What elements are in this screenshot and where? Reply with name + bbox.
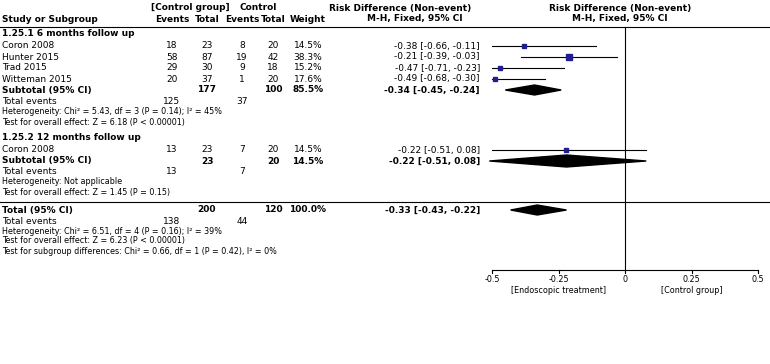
- Text: Coron 2008: Coron 2008: [2, 41, 54, 51]
- Text: Total: Total: [195, 15, 219, 24]
- Text: 18: 18: [267, 63, 279, 72]
- Text: -0.38 [-0.66, -0.11]: -0.38 [-0.66, -0.11]: [394, 41, 480, 51]
- Text: -0.22 [-0.51, 0.08]: -0.22 [-0.51, 0.08]: [389, 157, 480, 166]
- Text: 100: 100: [264, 86, 283, 95]
- Text: 42: 42: [267, 52, 279, 62]
- Text: -0.5: -0.5: [484, 275, 500, 284]
- Text: 37: 37: [201, 75, 213, 83]
- Text: Total: Total: [260, 15, 286, 24]
- Text: -0.34 [-0.45, -0.24]: -0.34 [-0.45, -0.24]: [384, 86, 480, 95]
- Text: M-H, Fixed, 95% CI: M-H, Fixed, 95% CI: [367, 15, 463, 24]
- Text: Study or Subgroup: Study or Subgroup: [2, 15, 98, 24]
- Text: 23: 23: [201, 157, 213, 166]
- Text: -0.25: -0.25: [548, 275, 569, 284]
- Text: 23: 23: [201, 41, 213, 51]
- Text: 20: 20: [267, 146, 279, 154]
- Text: 87: 87: [201, 52, 213, 62]
- Text: 44: 44: [236, 217, 248, 226]
- Text: 1: 1: [239, 75, 245, 83]
- Text: 200: 200: [198, 206, 216, 214]
- Text: 125: 125: [163, 98, 180, 107]
- Polygon shape: [490, 155, 646, 167]
- Text: Events: Events: [155, 15, 189, 24]
- Text: Heterogeneity: Chi² = 6.51, df = 4 (P = 0.16); I² = 39%: Heterogeneity: Chi² = 6.51, df = 4 (P = …: [2, 226, 222, 236]
- Text: 23: 23: [201, 146, 213, 154]
- Text: Coron 2008: Coron 2008: [2, 146, 54, 154]
- Text: M-H, Fixed, 95% CI: M-H, Fixed, 95% CI: [572, 15, 668, 24]
- Text: Total events: Total events: [2, 167, 57, 177]
- Text: 19: 19: [236, 52, 248, 62]
- Text: -0.33 [-0.43, -0.22]: -0.33 [-0.43, -0.22]: [385, 206, 480, 214]
- Text: 14.5%: 14.5%: [293, 146, 323, 154]
- Text: 38.3%: 38.3%: [293, 52, 323, 62]
- Text: -0.22 [-0.51, 0.08]: -0.22 [-0.51, 0.08]: [398, 146, 480, 154]
- Text: 58: 58: [166, 52, 178, 62]
- Text: Risk Difference (Non-event): Risk Difference (Non-event): [329, 4, 471, 12]
- Text: 20: 20: [267, 157, 280, 166]
- Text: 17.6%: 17.6%: [293, 75, 323, 83]
- Text: 8: 8: [239, 41, 245, 51]
- Text: -0.49 [-0.68, -0.30]: -0.49 [-0.68, -0.30]: [394, 75, 480, 83]
- Text: Subtotal (95% CI): Subtotal (95% CI): [2, 157, 92, 166]
- Text: Risk Difference (Non-event): Risk Difference (Non-event): [549, 4, 691, 12]
- Text: 177: 177: [197, 86, 216, 95]
- Text: 37: 37: [236, 98, 248, 107]
- Text: Subtotal (95% CI): Subtotal (95% CI): [2, 86, 92, 95]
- Polygon shape: [505, 85, 561, 95]
- Text: 14.5%: 14.5%: [293, 157, 323, 166]
- Text: 15.2%: 15.2%: [293, 63, 323, 72]
- Text: 29: 29: [166, 63, 178, 72]
- Text: 0: 0: [622, 275, 628, 284]
- Text: Weight: Weight: [290, 15, 326, 24]
- Text: 138: 138: [163, 217, 181, 226]
- Polygon shape: [511, 205, 567, 215]
- Text: Total (95% CI): Total (95% CI): [2, 206, 73, 214]
- Text: Test for overall effect: Z = 1.45 (P = 0.15): Test for overall effect: Z = 1.45 (P = 0…: [2, 187, 170, 197]
- Text: 13: 13: [166, 146, 178, 154]
- Text: [Endoscopic treatment]: [Endoscopic treatment]: [511, 286, 606, 295]
- Text: Total events: Total events: [2, 217, 57, 226]
- Text: Test for subgroup differences: Chi² = 0.66, df = 1 (P = 0.42), I² = 0%: Test for subgroup differences: Chi² = 0.…: [2, 246, 277, 256]
- Text: -0.21 [-0.39, -0.03]: -0.21 [-0.39, -0.03]: [394, 52, 480, 62]
- Text: [Control group]: [Control group]: [151, 4, 229, 12]
- Text: 13: 13: [166, 167, 178, 177]
- Text: -0.47 [-0.71, -0.23]: -0.47 [-0.71, -0.23]: [394, 63, 480, 72]
- Text: 1.25.2 12 months follow up: 1.25.2 12 months follow up: [2, 134, 141, 142]
- Text: 0.25: 0.25: [683, 275, 701, 284]
- Text: Heterogeneity: Not applicable: Heterogeneity: Not applicable: [2, 178, 122, 186]
- Text: 100.0%: 100.0%: [290, 206, 326, 214]
- Text: 14.5%: 14.5%: [293, 41, 323, 51]
- Text: Witteman 2015: Witteman 2015: [2, 75, 72, 83]
- Text: 18: 18: [166, 41, 178, 51]
- Text: 85.5%: 85.5%: [293, 86, 323, 95]
- Text: Heterogeneity: Chi² = 5.43, df = 3 (P = 0.14); I² = 45%: Heterogeneity: Chi² = 5.43, df = 3 (P = …: [2, 107, 222, 116]
- Text: Test for overall effect: Z = 6.18 (P < 0.00001): Test for overall effect: Z = 6.18 (P < 0…: [2, 118, 185, 127]
- Text: 20: 20: [267, 41, 279, 51]
- Text: 20: 20: [166, 75, 178, 83]
- Text: 0.5: 0.5: [752, 275, 765, 284]
- Text: 7: 7: [239, 146, 245, 154]
- Text: 120: 120: [263, 206, 283, 214]
- Text: 30: 30: [201, 63, 213, 72]
- Text: 7: 7: [239, 167, 245, 177]
- Text: Total events: Total events: [2, 98, 57, 107]
- Text: Events: Events: [225, 15, 259, 24]
- Text: 9: 9: [239, 63, 245, 72]
- Text: 1.25.1 6 months follow up: 1.25.1 6 months follow up: [2, 29, 135, 39]
- Text: 20: 20: [267, 75, 279, 83]
- Text: [Control group]: [Control group]: [661, 286, 722, 295]
- Text: Hunter 2015: Hunter 2015: [2, 52, 59, 62]
- Text: Trad 2015: Trad 2015: [2, 63, 47, 72]
- Text: Test for overall effect: Z = 6.23 (P < 0.00001): Test for overall effect: Z = 6.23 (P < 0…: [2, 237, 185, 245]
- Text: Control: Control: [239, 4, 276, 12]
